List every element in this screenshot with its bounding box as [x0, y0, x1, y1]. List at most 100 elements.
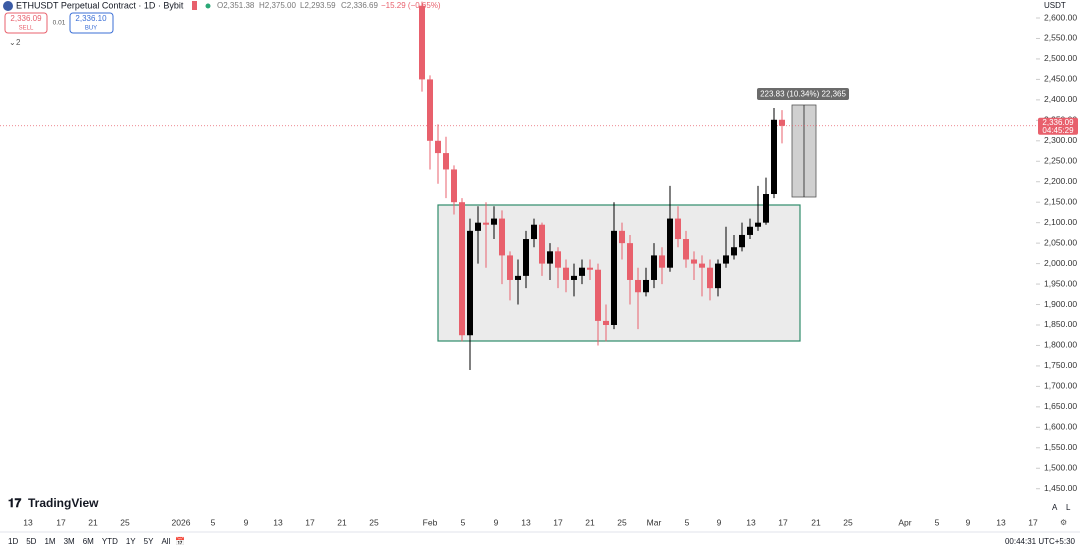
- x-tick-label: 9: [966, 517, 971, 527]
- candle-body: [643, 279, 649, 293]
- range-button[interactable]: YTD: [102, 537, 118, 546]
- log-scale[interactable]: L: [1066, 503, 1071, 512]
- symbol-title[interactable]: ETHUSDT Perpetual Contract · 1D · Bybit: [16, 0, 184, 10]
- y-tick-label: 1,600.00: [1044, 422, 1077, 432]
- price-label: 2,336.09: [1042, 118, 1074, 127]
- y-tick-label: 1,700.00: [1044, 381, 1077, 391]
- x-tick-label: 17: [56, 517, 66, 527]
- buy-button[interactable]: [69, 12, 114, 34]
- y-tick-label: 2,100.00: [1044, 217, 1077, 227]
- range-button[interactable]: 1M: [44, 537, 55, 546]
- candle-body: [611, 230, 617, 325]
- range-button[interactable]: 1Y: [126, 537, 136, 546]
- range-button[interactable]: 5D: [26, 537, 36, 546]
- candle-body: [539, 224, 545, 264]
- range-button[interactable]: 3M: [64, 537, 75, 546]
- x-tick-label: 21: [337, 517, 347, 527]
- y-tick-label: 1,900.00: [1044, 299, 1077, 309]
- x-tick-label: 9: [717, 517, 722, 527]
- sell-button[interactable]: [4, 12, 48, 34]
- x-tick-label: 17: [1028, 517, 1038, 527]
- candle-body: [499, 218, 505, 256]
- x-tick-label: 5: [461, 517, 466, 527]
- x-tick-label: 17: [778, 517, 788, 527]
- clock: 00:44:31 UTC+5:30: [1005, 537, 1076, 546]
- x-tick-label: 25: [617, 517, 627, 527]
- auto-scale[interactable]: A: [1052, 503, 1058, 512]
- indicators-count[interactable]: 2: [16, 38, 21, 47]
- candle-body: [507, 255, 513, 280]
- candle-body: [451, 169, 457, 203]
- candle-body: [467, 230, 473, 336]
- y-tick-label: 2,400.00: [1044, 94, 1077, 104]
- buy-price: 2,336.10: [75, 14, 107, 23]
- range-button[interactable]: 5Y: [144, 537, 154, 546]
- indicator-toggle[interactable]: ⌄: [9, 38, 16, 47]
- spread: 0.01: [53, 20, 66, 27]
- x-tick-label: 25: [843, 517, 853, 527]
- countdown: 04:45:29: [1042, 126, 1074, 135]
- candle-body: [523, 239, 529, 276]
- ohlc-low: L2,293.59: [300, 1, 336, 10]
- candle-body: [547, 251, 553, 264]
- symbol-icon: [3, 1, 13, 11]
- candle-body: [667, 218, 673, 268]
- ohlc-close: C2,336.69: [341, 1, 378, 10]
- candle-body: [699, 263, 705, 268]
- buy-label: BUY: [85, 26, 97, 32]
- candle-body: [715, 263, 721, 289]
- candle-body: [483, 222, 489, 225]
- candle-body: [755, 222, 761, 227]
- settings-icon[interactable]: ⚙: [1060, 518, 1067, 527]
- candle-body: [771, 119, 777, 195]
- y-tick-label: 1,550.00: [1044, 442, 1077, 452]
- y-tick-label: 2,150.00: [1044, 196, 1077, 206]
- candle-body: [443, 153, 449, 170]
- calendar-icon[interactable]: 📅: [175, 536, 185, 546]
- x-tick-label: 25: [120, 517, 130, 527]
- y-tick-label: 2,550.00: [1044, 33, 1077, 43]
- range-button[interactable]: 6M: [83, 537, 94, 546]
- candle-body: [739, 234, 745, 248]
- range-button[interactable]: All: [161, 537, 170, 546]
- candle-body: [419, 5, 425, 80]
- x-tick-label: 21: [585, 517, 595, 527]
- candle-body: [571, 275, 577, 280]
- y-tick-label: 1,500.00: [1044, 463, 1077, 473]
- x-tick-label: 5: [685, 517, 690, 527]
- candle-body: [683, 239, 689, 260]
- candle-body: [747, 226, 753, 235]
- y-tick-label: 1,650.00: [1044, 401, 1077, 411]
- x-tick-label: 13: [521, 517, 531, 527]
- logo-mark: 𝟏𝟕: [8, 496, 22, 510]
- x-tick-label: Mar: [647, 517, 662, 527]
- candle-body: [707, 267, 713, 289]
- candle-body: [459, 202, 465, 336]
- y-tick-label: 1,450.00: [1044, 483, 1077, 493]
- y-tick-label: 1,950.00: [1044, 278, 1077, 288]
- range-button[interactable]: 1D: [8, 537, 18, 546]
- y-tick-label: 2,450.00: [1044, 74, 1077, 84]
- currency: USDT: [1044, 1, 1066, 10]
- x-tick-label: 21: [88, 517, 98, 527]
- y-tick-label: 2,000.00: [1044, 258, 1077, 268]
- x-tick-label: 25: [369, 517, 379, 527]
- range-rectangle[interactable]: [437, 204, 801, 342]
- x-tick-label: Apr: [898, 517, 911, 527]
- measure-label-bg: [757, 88, 849, 100]
- x-tick-label: 17: [305, 517, 315, 527]
- candle-body: [603, 320, 609, 325]
- candle-body: [723, 255, 729, 264]
- sell-label: SELL: [19, 26, 34, 32]
- y-tick-label: 1,850.00: [1044, 319, 1077, 329]
- candle-body: [763, 194, 769, 223]
- candle-body: [427, 79, 433, 141]
- x-tick-label: 5: [211, 517, 216, 527]
- x-tick-label: 13: [23, 517, 33, 527]
- y-tick-label: 2,600.00: [1044, 12, 1077, 22]
- y-tick-label: 2,500.00: [1044, 53, 1077, 63]
- price-label-bg: [1038, 117, 1078, 135]
- x-tick-label: 13: [746, 517, 756, 527]
